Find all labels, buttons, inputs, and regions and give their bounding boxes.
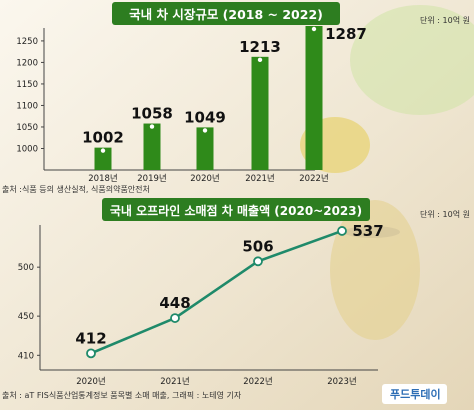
chart1-bar-marker	[149, 124, 155, 129]
chart1-source: 출처 :식품 등의 생산실적, 식품의약품안전처	[2, 184, 150, 194]
chart1-y-tick-label: 1250	[16, 37, 38, 47]
chart2-series-line	[90, 229, 343, 355]
chart1-title: 국내 차 시장규모 (2018 ~ 2022)	[129, 7, 323, 22]
chart2-x-tick-label: 2022년	[243, 376, 272, 387]
chart1-bar-marker	[257, 57, 263, 63]
chart1-bar	[305, 26, 323, 170]
chart2-source: 출처 : aT FIS식품산업통계정보 품목별 소매 매출, 그래픽 : 노테영…	[2, 390, 242, 400]
chart1-x-tick-label: 2019년	[137, 173, 166, 184]
chart2-y-tick-label: 450	[18, 312, 34, 322]
chart2-points	[86, 226, 347, 359]
chart2-point	[337, 226, 347, 236]
chart1-y-tick-label: 1200	[16, 58, 38, 68]
chart1-bar	[143, 123, 161, 170]
chart1-bar-marker	[100, 148, 106, 153]
chart2-value-label: 506	[242, 237, 273, 255]
chart2-unit: 단위 : 10억 원	[420, 209, 470, 219]
chart1-bar	[251, 56, 269, 170]
chart2-value-label: 448	[159, 294, 190, 312]
chart2-title-box	[102, 198, 370, 221]
chart1-value-label: 1058	[131, 105, 173, 123]
chart1-bar-marker	[311, 26, 317, 32]
chart1-value-label: 1287	[325, 25, 367, 43]
chart2-point	[253, 256, 263, 267]
chart2-y-tick-label: 500	[18, 263, 34, 273]
chart1-x-tick-label: 2020년	[190, 173, 219, 184]
chart1-y-tick-label: 1050	[16, 123, 38, 133]
background-leaf-shape	[350, 5, 474, 115]
chart1-y-tick-label: 1150	[16, 80, 38, 90]
chart1-y-tick-label: 1100	[16, 101, 38, 111]
chart2-value-labels: 412 448 506 537	[75, 222, 383, 347]
chart1-bar-marker	[202, 128, 208, 133]
chart2-value-label: 412	[75, 329, 106, 347]
chart1-bars	[94, 26, 323, 170]
chart1-y-tick-label: 1000	[16, 144, 38, 154]
chart2-y-ticks: 410 450 500	[18, 263, 40, 361]
background-glass-rim	[344, 226, 400, 238]
chart1-value-label: 1049	[184, 108, 226, 126]
chart1-x-tick-label: 2022년	[299, 173, 328, 184]
chart1-value-label: 1213	[239, 38, 281, 56]
chart2-x-ticks: 2020년 2021년 2022년 2023년	[76, 376, 356, 387]
chart1-bar	[94, 147, 112, 170]
brand-logo: 푸드투데이	[382, 384, 447, 404]
chart2-point	[86, 348, 96, 359]
chart2-x-tick-label: 2023년	[327, 376, 356, 387]
chart2-point	[170, 313, 180, 323]
chart1-bar	[196, 127, 214, 170]
chart1-unit: 단위 : 10억 원	[420, 15, 470, 25]
chart2-y-tick-label: 410	[18, 351, 34, 361]
chart2-title: 국내 오프라인 소매점 차 매출액 (2020~2023)	[110, 203, 362, 218]
chart2-value-label: 537	[352, 222, 383, 240]
chart1-x-tick-label: 2021년	[245, 173, 274, 184]
chart1-value-labels: 1002 1058 1049 1213 1287	[82, 25, 367, 147]
chart1-value-label: 1002	[82, 129, 124, 147]
chart2-x-tick-label: 2020년	[76, 376, 105, 387]
chart1-title-box	[112, 2, 340, 25]
chart1-x-tick-label: 2018년	[88, 173, 117, 184]
chart1-y-ticks: 1000 1050 1100 1150 1200 1250	[16, 37, 44, 154]
chart2-x-tick-label: 2021년	[160, 376, 189, 387]
chart1-x-ticks: 2018년 2019년 2020년 2021년 2022년	[88, 173, 328, 184]
